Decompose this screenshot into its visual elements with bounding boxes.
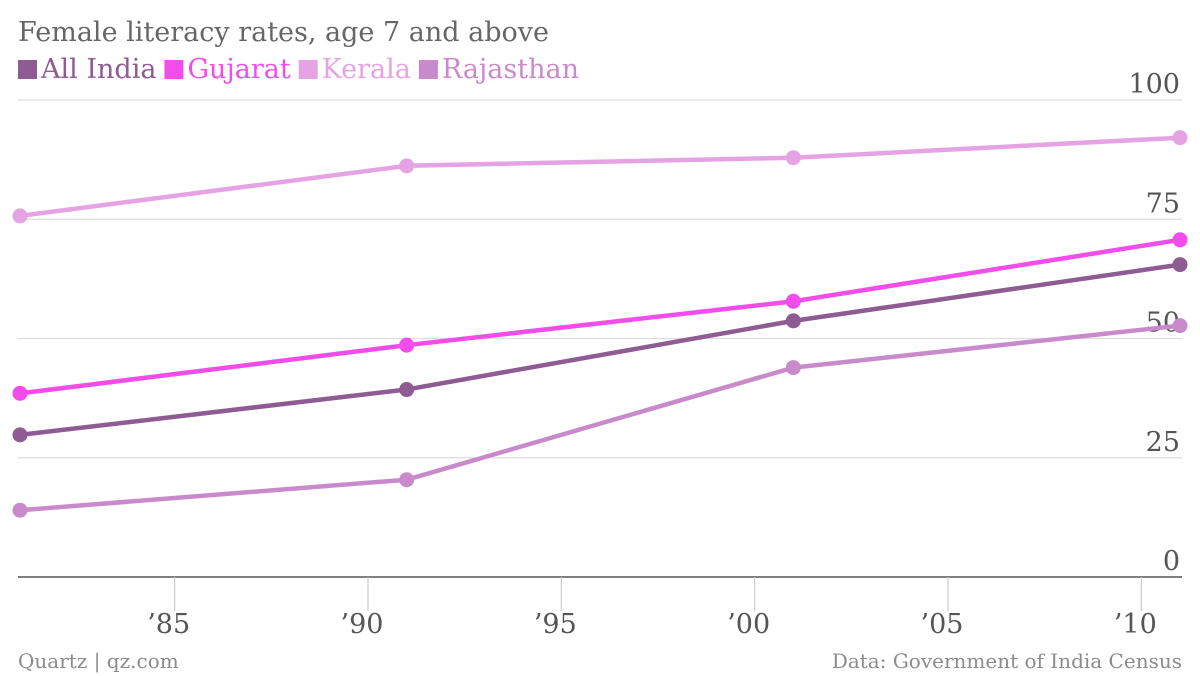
x-tick-label: ’00 (727, 609, 770, 640)
data-point-all-india (1172, 257, 1188, 273)
x-tick-label: ’90 (341, 609, 384, 640)
legend-swatch-all-india (18, 60, 37, 79)
data-point-all-india (785, 313, 801, 329)
data-point-gujarat (785, 293, 801, 309)
chart-title: Female literacy rates, age 7 and above (18, 17, 549, 48)
x-tick-label: ’85 (147, 609, 190, 640)
x-tick-label: ’95 (534, 609, 577, 640)
x-axis: ’85 ’90 ’95 ’00 ’05 ’10 (147, 577, 1157, 640)
series-line-rajasthan (17, 323, 1183, 513)
legend: All India Gujarat Kerala Rajasthan (18, 54, 579, 85)
series-line-kerala (17, 135, 1183, 219)
y-tick-label: 25 (1146, 427, 1180, 458)
y-tick-label: 0 (1163, 546, 1180, 577)
data-point-all-india (399, 382, 415, 398)
series-line-all-india (17, 262, 1183, 438)
data-point-rajasthan (12, 502, 28, 518)
x-tick-label: ’10 (1114, 609, 1157, 640)
y-tick-label: 100 (1128, 69, 1180, 100)
series-line-gujarat (17, 237, 1183, 396)
footer-source-right: Data: Government of India Census (832, 649, 1182, 673)
legend-swatch-gujarat (164, 60, 184, 79)
data-point-kerala (12, 208, 28, 224)
data-point-rajasthan (1172, 318, 1188, 334)
data-point-all-india (12, 427, 28, 443)
data-point-kerala (399, 158, 415, 174)
data-point-gujarat (1172, 232, 1188, 248)
series-lines (17, 135, 1183, 513)
legend-label-gujarat: Gujarat (187, 54, 290, 85)
data-point-gujarat (399, 337, 415, 353)
x-tick-label: ’05 (921, 609, 964, 640)
data-point-gujarat (12, 385, 28, 401)
data-point-kerala (1172, 130, 1188, 146)
legend-swatch-rajasthan (418, 60, 438, 79)
footer-source-left: Quartz | qz.com (18, 649, 179, 674)
legend-label-rajasthan: Rajasthan (442, 54, 579, 85)
series-points (12, 130, 1188, 518)
y-tick-label: 75 (1146, 188, 1180, 219)
data-point-rajasthan (785, 360, 801, 376)
data-point-rajasthan (399, 472, 415, 488)
legend-swatch-kerala (298, 60, 318, 79)
legend-label-all-india: All India (40, 54, 156, 85)
legend-label-kerala: Kerala (322, 54, 411, 85)
data-point-kerala (785, 150, 801, 166)
